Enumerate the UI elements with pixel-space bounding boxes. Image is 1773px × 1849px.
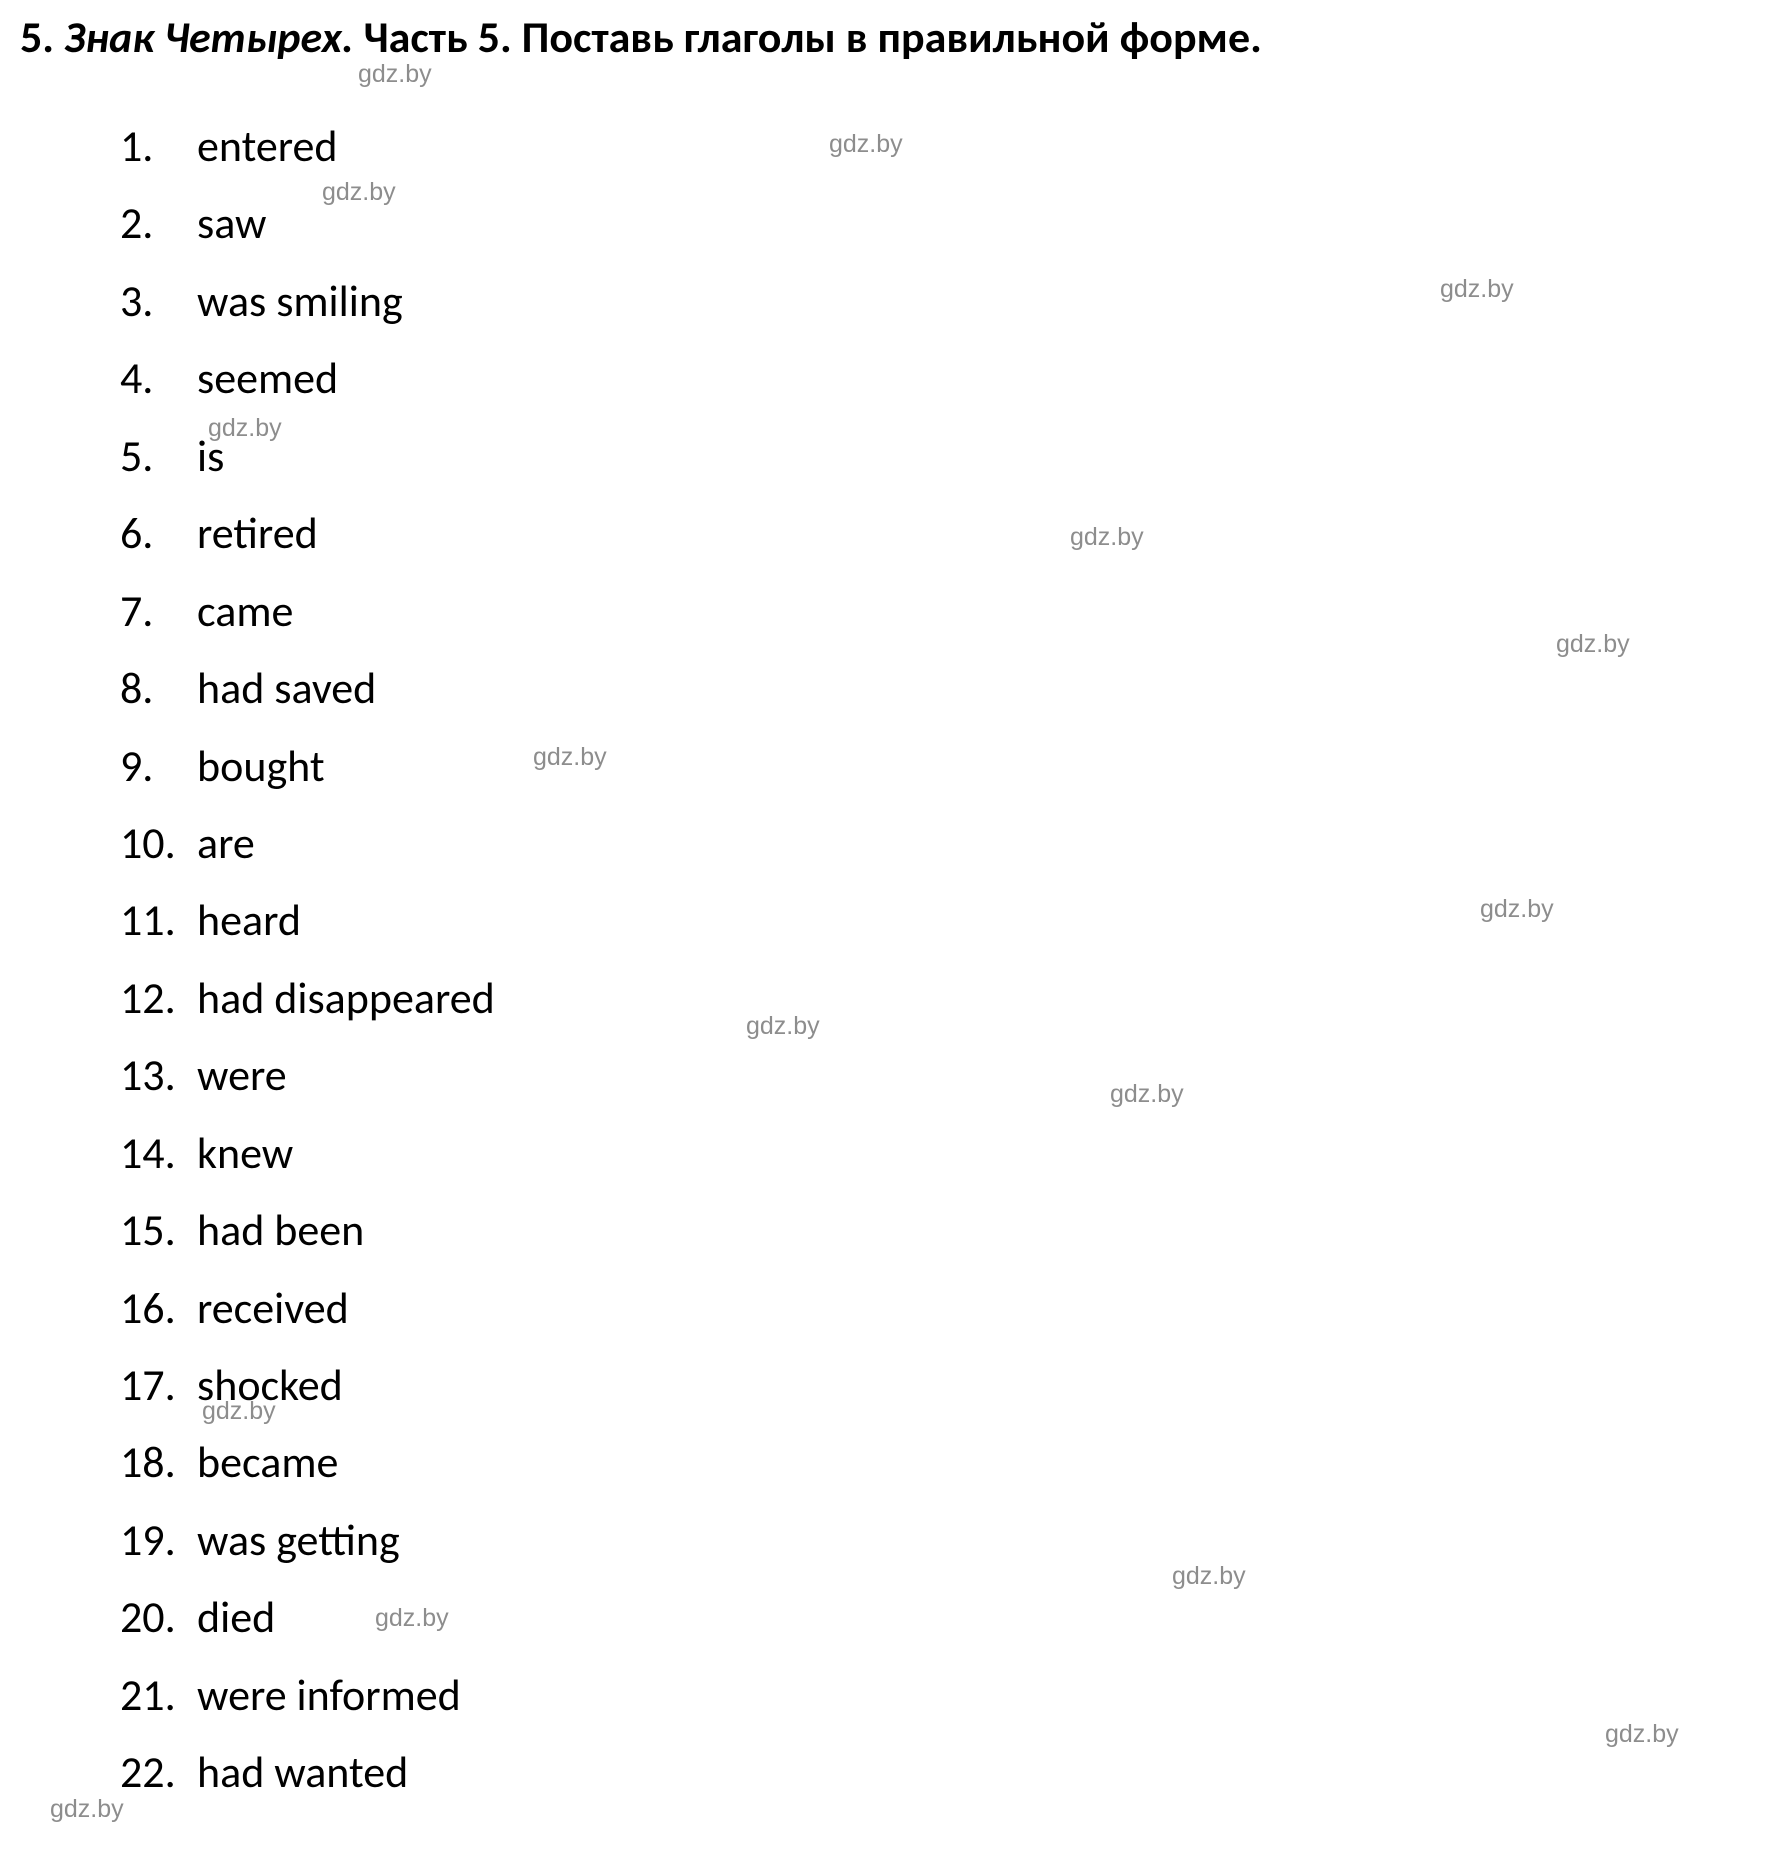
list-item: 14.knew	[120, 1115, 495, 1192]
watermark-text: gdz.by	[202, 1397, 276, 1426]
list-item-number: 20.	[120, 1579, 197, 1656]
list-item-text: heard	[197, 882, 301, 959]
list-item-number: 12.	[120, 960, 197, 1037]
list-item-number: 2.	[120, 185, 197, 262]
list-item-number: 6.	[120, 495, 197, 572]
list-item-number: 7.	[120, 573, 197, 650]
list-item: 21.were informed	[120, 1657, 495, 1734]
list-item: 1.entered	[120, 108, 495, 185]
list-item: 3.was smiling	[120, 263, 495, 340]
watermark-text: gdz.by	[358, 60, 432, 89]
watermark-text: gdz.by	[1556, 630, 1630, 659]
list-item: 12.had disappeared	[120, 960, 495, 1037]
list-item: 6.retired	[120, 495, 495, 572]
watermark-text: gdz.by	[375, 1604, 449, 1633]
list-item-text: had disappeared	[197, 960, 495, 1037]
heading-title-italic: Знак Четырех.	[64, 10, 354, 64]
list-item: 8.had saved	[120, 650, 495, 727]
list-item-text: saw	[197, 185, 266, 262]
list-item-number: 9.	[120, 728, 197, 805]
list-item-text: bought	[197, 728, 325, 805]
watermark-text: gdz.by	[322, 178, 396, 207]
list-item-text: seemed	[197, 340, 338, 417]
list-item-number: 14.	[120, 1115, 197, 1192]
list-item: 18.became	[120, 1424, 495, 1501]
watermark-text: gdz.by	[1172, 1562, 1246, 1591]
watermark-text: gdz.by	[533, 743, 607, 772]
list-item-text: received	[197, 1270, 349, 1347]
list-item-number: 19.	[120, 1502, 197, 1579]
list-item: 15.had been	[120, 1192, 495, 1269]
list-item: 22.had wanted	[120, 1734, 495, 1811]
list-item: 9.bought	[120, 728, 495, 805]
list-item-text: had wanted	[197, 1734, 408, 1811]
list-item: 19.was getting	[120, 1502, 495, 1579]
list-item: 17.shocked	[120, 1347, 495, 1424]
list-item-text: are	[197, 805, 255, 882]
list-item-text: were informed	[197, 1657, 461, 1734]
list-item-number: 3.	[120, 263, 197, 340]
list-item: 16.received	[120, 1270, 495, 1347]
list-item-number: 18.	[120, 1424, 197, 1501]
list-item-number: 17.	[120, 1347, 197, 1424]
list-item: 7.came	[120, 573, 495, 650]
watermark-text: gdz.by	[1110, 1080, 1184, 1109]
list-item-number: 16.	[120, 1270, 197, 1347]
watermark-text: gdz.by	[1605, 1720, 1679, 1749]
watermark-text: gdz.by	[1440, 275, 1514, 304]
heading-title-rest: Часть 5. Поставь глаголы в правильной фо…	[364, 10, 1262, 64]
answer-list: 1.entered2.saw3.was smiling4.seemed5.is6…	[120, 108, 495, 1812]
watermark-text: gdz.by	[208, 414, 282, 443]
list-item-text: came	[197, 573, 293, 650]
list-item-number: 8.	[120, 650, 197, 727]
watermark-text: gdz.by	[1480, 895, 1554, 924]
list-item-number: 21.	[120, 1657, 197, 1734]
list-item-text: were	[197, 1037, 287, 1114]
list-item-text: entered	[197, 108, 338, 185]
heading-number: 5.	[20, 10, 54, 64]
list-item-text: was smiling	[197, 263, 403, 340]
list-item-text: died	[197, 1579, 275, 1656]
list-item-number: 1.	[120, 108, 197, 185]
list-item: 4.seemed	[120, 340, 495, 417]
list-item: 11.heard	[120, 882, 495, 959]
watermark-text: gdz.by	[829, 130, 903, 159]
list-item-number: 13.	[120, 1037, 197, 1114]
list-item: 10.are	[120, 805, 495, 882]
list-item-number: 4.	[120, 340, 197, 417]
list-item-text: had been	[197, 1192, 364, 1269]
list-item-number: 10.	[120, 805, 197, 882]
exercise-heading: 5. Знак Четырех. Часть 5. Поставь глагол…	[20, 10, 1262, 64]
list-item-text: was getting	[197, 1502, 400, 1579]
list-item-text: became	[197, 1424, 338, 1501]
list-item: 2.saw	[120, 185, 495, 262]
list-item-text: had saved	[197, 650, 376, 727]
list-item-number: 11.	[120, 882, 197, 959]
list-item: 5.is	[120, 418, 495, 495]
list-item-text: knew	[197, 1115, 293, 1192]
list-item: 13.were	[120, 1037, 495, 1114]
watermark-text: gdz.by	[1070, 523, 1144, 552]
list-item-number: 22.	[120, 1734, 197, 1811]
list-item-number: 15.	[120, 1192, 197, 1269]
watermark-text: gdz.by	[50, 1795, 124, 1824]
list-item-number: 5.	[120, 418, 197, 495]
list-item-text: retired	[197, 495, 318, 572]
watermark-text: gdz.by	[746, 1012, 820, 1041]
